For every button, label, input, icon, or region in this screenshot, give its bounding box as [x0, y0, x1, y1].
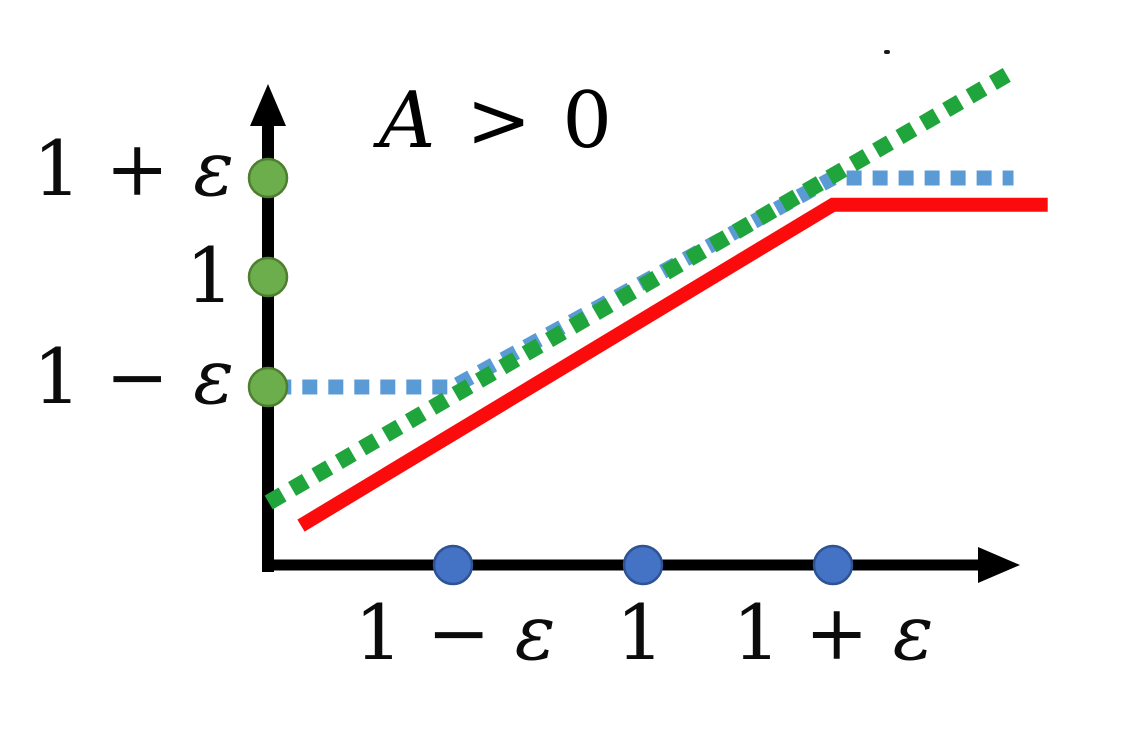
y-tick-dot	[247, 157, 289, 199]
series-green-dotted-linear	[264, 65, 1016, 510]
x-tick-label-1-plus-eps: 1 + ε	[673, 595, 993, 671]
y-tick-label-1-minus-eps: 1 − ε	[8, 339, 234, 415]
x-tick-3-prefix: 1 +	[732, 588, 893, 677]
x-tick-dot	[432, 544, 474, 586]
y-tick-2-prefix: 1	[185, 231, 234, 320]
x-tick-dot	[622, 544, 664, 586]
y-tick-dot	[247, 366, 289, 408]
epsilon-symbol: ε	[193, 332, 234, 421]
x-tick-1-prefix: 1 −	[354, 588, 515, 677]
x-tick-2-prefix: 1	[615, 588, 665, 677]
x-tick-label-1: 1	[480, 595, 800, 671]
title-relation: > 0	[438, 76, 615, 166]
epsilon-symbol: ε	[892, 588, 934, 677]
series-red-solid-capped	[297, 197, 1048, 532]
x-axis-arrowhead	[978, 547, 1020, 583]
plot-title: A > 0	[337, 82, 657, 160]
y-tick-3-prefix: 1 −	[32, 332, 194, 421]
series-layer	[264, 65, 1048, 532]
tick-dots-layer	[247, 157, 854, 586]
y-axis-arrowhead	[250, 84, 286, 126]
epsilon-symbol: ε	[193, 124, 234, 213]
y-tick-1-prefix: 1 +	[32, 124, 194, 213]
y-tick-dot	[247, 256, 289, 298]
epsilon-symbol: ε	[514, 588, 556, 677]
x-tick-label-1-minus-eps: 1 − ε	[295, 595, 615, 671]
title-variable: A	[379, 76, 439, 166]
stray-mark-dot	[884, 50, 890, 54]
x-tick-dot	[812, 544, 854, 586]
y-tick-label-1: 1	[8, 238, 234, 314]
y-tick-label-1-plus-eps: 1 + ε	[8, 131, 234, 207]
